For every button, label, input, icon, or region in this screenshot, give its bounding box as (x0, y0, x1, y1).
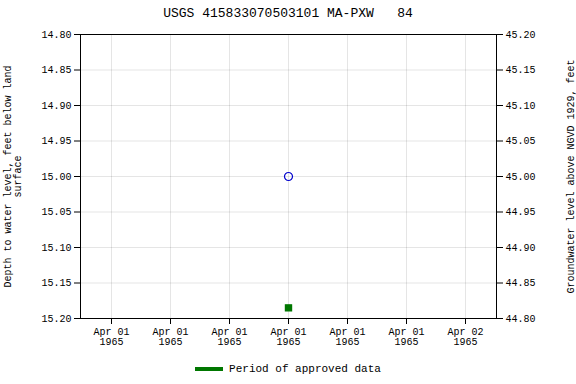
svg-text:14.80: 14.80 (41, 30, 71, 41)
svg-text:Apr 021965: Apr 021965 (447, 327, 483, 348)
svg-text:45.00: 45.00 (506, 172, 536, 183)
svg-text:45.10: 45.10 (506, 101, 536, 112)
svg-text:45.20: 45.20 (506, 30, 536, 41)
svg-text:Apr 011965: Apr 011965 (93, 327, 129, 348)
svg-text:15.10: 15.10 (41, 243, 71, 254)
html-text:USGS 415833070503101 MA-PXW 84: USGS 415833070503101 MA-PXW 84 (163, 6, 413, 21)
svg-text:44.95: 44.95 (506, 207, 536, 218)
svg-text:45.15: 45.15 (506, 65, 536, 76)
svg-text:15.20: 15.20 (41, 314, 71, 325)
svg-text:Depth to water level, feet bel: Depth to water level, feet below landsur… (3, 65, 24, 287)
svg-text:14.85: 14.85 (41, 65, 71, 76)
svg-text:14.90: 14.90 (41, 101, 71, 112)
svg-text:Apr 011965: Apr 011965 (152, 327, 188, 348)
svg-text:45.05: 45.05 (506, 136, 536, 147)
svg-text:44.85: 44.85 (506, 278, 536, 289)
svg-text:Apr 011965: Apr 011965 (211, 327, 247, 348)
svg-text:Apr 011965: Apr 011965 (329, 327, 365, 348)
svg-text:14.95: 14.95 (41, 136, 71, 147)
svg-text:15.00: 15.00 (41, 172, 71, 183)
svg-text:15.05: 15.05 (41, 207, 71, 218)
svg-text:Apr 011965: Apr 011965 (388, 327, 424, 348)
svg-text:Groundwater level above NGVD 1: Groundwater level above NGVD 1929, feet (566, 59, 576, 293)
html-text:Period of approved data: Period of approved data (229, 363, 381, 375)
svg-text:15.15: 15.15 (41, 278, 71, 289)
svg-text:44.90: 44.90 (506, 243, 536, 254)
svg-text:44.80: 44.80 (506, 314, 536, 325)
svg-text:Apr 011965: Apr 011965 (270, 327, 306, 348)
